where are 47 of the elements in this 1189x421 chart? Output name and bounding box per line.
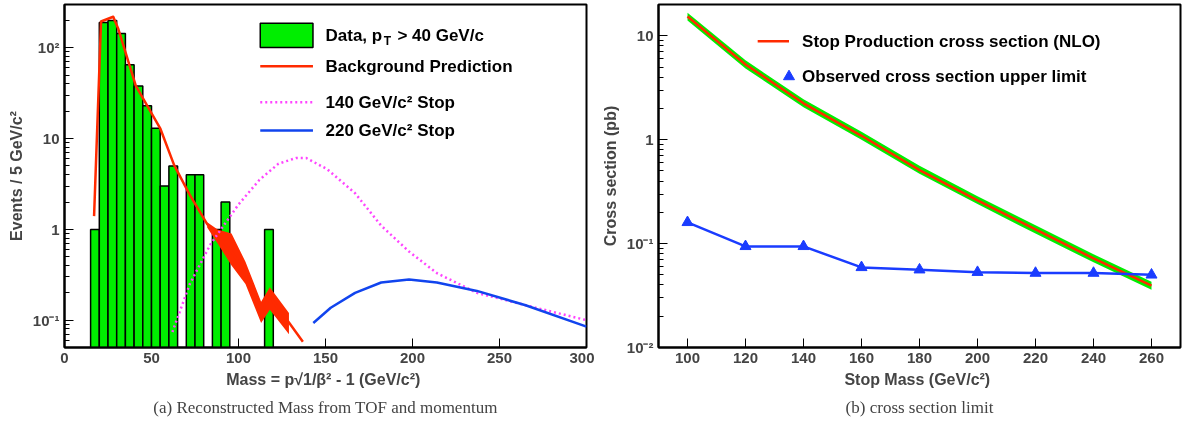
y-axis-title: Cross section (pb) (601, 105, 619, 247)
x-tick-label: 180 (906, 348, 933, 366)
x-tick-label: 220 (1022, 348, 1049, 366)
x-tick-label: 120 (732, 348, 759, 366)
point (1087, 266, 1100, 277)
x-tick-label: 50 (143, 348, 160, 366)
legend-label: 140 GeV/c² Stop (325, 92, 455, 112)
point (797, 239, 810, 251)
line-series (312, 278, 587, 328)
x-tick-label: 100 (674, 348, 701, 366)
point (971, 265, 984, 276)
point (1029, 266, 1042, 277)
y-tick-label: 10⁻² (626, 339, 654, 356)
y-tick-label: 10 (636, 27, 654, 45)
x-tick-label: 150 (312, 348, 339, 366)
legend-label: Observed cross section upper limit (802, 67, 1087, 87)
text: (a) Reconstructed Mass from TOF and momentum (153, 397, 498, 417)
legend-label: Stop Production cross section (NLO) (802, 31, 1101, 51)
y-tick-label: 10² (37, 39, 60, 57)
x-tick-label: 200 (964, 348, 991, 366)
x-tick-label: 140 (790, 348, 817, 366)
x-tick-label: 300 (569, 348, 595, 366)
text: (b) cross section limit (845, 397, 994, 417)
point (855, 260, 868, 272)
y-tick-label: 10 (42, 130, 60, 148)
x-axis-title: Mass = p√1/β² - 1 (GeV/c²) (226, 370, 421, 388)
point (1145, 268, 1158, 279)
legend-label: Background Prediction (325, 56, 513, 76)
y-tick-label: 10⁻¹ (626, 235, 654, 253)
x-tick-label: 200 (399, 348, 426, 366)
x-tick-label: 260 (1138, 348, 1165, 366)
y-tick-label: 1 (645, 131, 654, 149)
x-tick-label: 250 (486, 348, 513, 366)
x-tick-label: 100 (225, 348, 252, 366)
x-axis-title: Stop Mass (GeV/c²) (844, 370, 991, 388)
x-tick-label: 0 (60, 348, 69, 366)
y-tick-label: 1 (51, 220, 60, 238)
y-tick-label: 10⁻¹ (32, 311, 60, 329)
point (739, 239, 752, 251)
legend-label: 220 GeV/c² Stop (325, 120, 455, 140)
x-tick-label: 160 (848, 348, 875, 366)
point (913, 262, 926, 274)
line-series (171, 156, 587, 334)
line-series (92, 15, 305, 343)
y-axis-title: Events / 5 GeV/c² (7, 111, 25, 241)
x-tick-label: 240 (1080, 348, 1107, 366)
point (681, 215, 694, 227)
